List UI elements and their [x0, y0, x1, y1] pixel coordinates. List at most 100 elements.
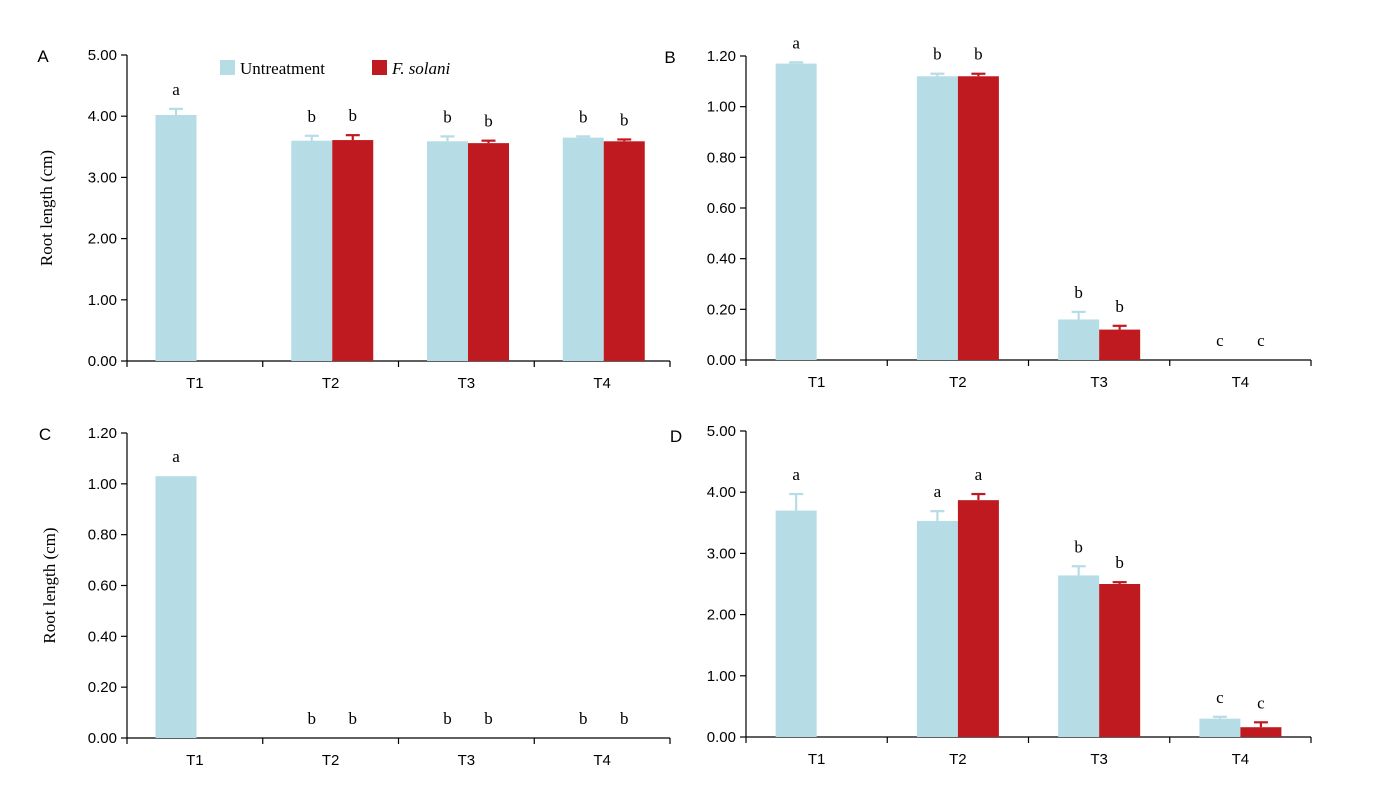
bar-f-solani: [603, 141, 645, 361]
bar-untreatment: [1199, 718, 1241, 737]
bar-untreatment: [155, 114, 197, 361]
x-tick-label: T1: [808, 751, 826, 768]
significance-letter: a: [934, 482, 942, 501]
y-tick-label: 0.00: [707, 729, 736, 746]
x-tick-label: T3: [1090, 374, 1108, 391]
y-tick-label: 0.00: [88, 353, 117, 370]
bar-untreatment: [916, 520, 958, 737]
significance-letter: b: [443, 709, 452, 728]
bar-untreatment: [562, 137, 604, 361]
y-axis-label: Root length (cm): [40, 527, 59, 643]
y-tick-label: 1.20: [707, 48, 736, 65]
panel-letter: C: [39, 425, 51, 444]
significance-letter: b: [349, 709, 358, 728]
x-tick-label: T4: [1232, 374, 1250, 391]
x-tick-label: T1: [186, 752, 204, 769]
y-tick-label: 5.00: [707, 423, 736, 440]
y-tick-label: 3.00: [88, 169, 117, 186]
bar-untreatment: [1058, 575, 1100, 737]
panel-letter: D: [670, 427, 682, 446]
y-tick-label: 4.00: [707, 484, 736, 501]
significance-letter: c: [1216, 331, 1224, 350]
y-tick-label: 0.80: [88, 527, 117, 544]
significance-letter: c: [1257, 331, 1265, 350]
legend-swatch-f-solani: [372, 60, 387, 75]
x-tick-label: T4: [593, 752, 611, 769]
significance-letter: b: [1074, 537, 1083, 556]
bar-f-solani: [468, 143, 510, 361]
significance-letter: b: [349, 106, 358, 125]
significance-letter: b: [308, 107, 317, 126]
bar-f-solani: [957, 76, 999, 361]
bar-f-solani: [332, 140, 374, 361]
significance-letter: b: [484, 112, 493, 131]
x-tick-label: T1: [186, 375, 204, 392]
panel-letter: A: [37, 47, 49, 66]
y-tick-label: 1.20: [88, 425, 117, 442]
bar-untreatment: [1058, 319, 1100, 360]
significance-letter: a: [172, 447, 180, 466]
x-tick-label: T3: [1090, 751, 1108, 768]
y-tick-label: 0.80: [707, 149, 736, 166]
bar-untreatment: [775, 510, 817, 737]
y-tick-label: 0.00: [88, 730, 117, 747]
x-tick-label: T1: [808, 374, 826, 391]
y-tick-label: 1.00: [88, 476, 117, 493]
y-tick-label: 5.00: [88, 47, 117, 64]
panel-a: A Root length (cm) 0.00 1.00 2.00 3.00 4.00 5.0…: [37, 47, 671, 392]
significance-letter: b: [620, 709, 629, 728]
significance-letter: b: [308, 709, 317, 728]
y-tick-label: 1.00: [707, 99, 736, 116]
panel-c: C Root length (cm) 0.00 0.20 0.40 0.60 0.80 1.0…: [39, 425, 671, 769]
x-tick-label: T4: [593, 375, 611, 392]
legend-label-f-solani: F. solani: [391, 59, 451, 78]
x-tick-label: T2: [322, 375, 340, 392]
significance-letter: b: [443, 107, 452, 126]
y-tick-label: 0.40: [707, 251, 736, 268]
y-tick-label: 0.40: [88, 628, 117, 645]
bar-f-solani: [957, 500, 999, 737]
panel-d: D 0.00 1.00 2.00 3.00 4.00 5.00 T1 a T2 a a T3 b b T4 c c: [670, 423, 1312, 768]
x-tick-label: T3: [458, 752, 476, 769]
significance-letter: b: [1115, 297, 1124, 316]
y-tick-label: 0.20: [707, 301, 736, 318]
panels-group: A Root length (cm) 0.00 1.00 2.00 3.00 4.00 5.0…: [37, 33, 1312, 769]
y-tick-label: 1.00: [88, 292, 117, 309]
y-tick-label: 0.20: [88, 679, 117, 696]
y-tick-label: 3.00: [707, 545, 736, 562]
bar-untreatment: [916, 76, 958, 361]
x-tick-label: T4: [1232, 751, 1250, 768]
panel-letter: B: [664, 48, 675, 67]
significance-letter: b: [620, 110, 629, 129]
y-tick-label: 2.00: [707, 607, 736, 624]
y-tick-label: 4.00: [88, 108, 117, 125]
y-tick-label: 2.00: [88, 231, 117, 248]
significance-letter: b: [1115, 553, 1124, 572]
x-tick-label: T3: [458, 375, 476, 392]
significance-letter: c: [1257, 693, 1265, 712]
y-tick-label: 0.60: [88, 578, 117, 595]
significance-letter: a: [975, 465, 983, 484]
significance-letter: b: [484, 709, 493, 728]
bar-untreatment: [775, 63, 817, 360]
legend-swatch-untreatment: [220, 60, 235, 75]
bar-f-solani: [1240, 727, 1282, 737]
significance-letter: b: [579, 709, 588, 728]
y-tick-label: 1.00: [707, 668, 736, 685]
legend-label-untreatment: Untreatment: [240, 59, 325, 78]
x-tick-label: T2: [322, 752, 340, 769]
significance-letter: a: [792, 465, 800, 484]
y-tick-label: 0.60: [707, 200, 736, 217]
significance-letter: b: [579, 107, 588, 126]
y-tick-label: 0.00: [707, 352, 736, 369]
bar-untreatment: [155, 476, 197, 738]
significance-letter: b: [974, 45, 983, 64]
bar-f-solani: [1099, 584, 1141, 737]
bar-untreatment: [427, 141, 469, 361]
bar-untreatment: [291, 140, 333, 361]
significance-letter: c: [1216, 688, 1224, 707]
significance-letter: b: [1074, 283, 1083, 302]
x-tick-label: T2: [949, 374, 967, 391]
bar-f-solani: [1099, 329, 1141, 360]
